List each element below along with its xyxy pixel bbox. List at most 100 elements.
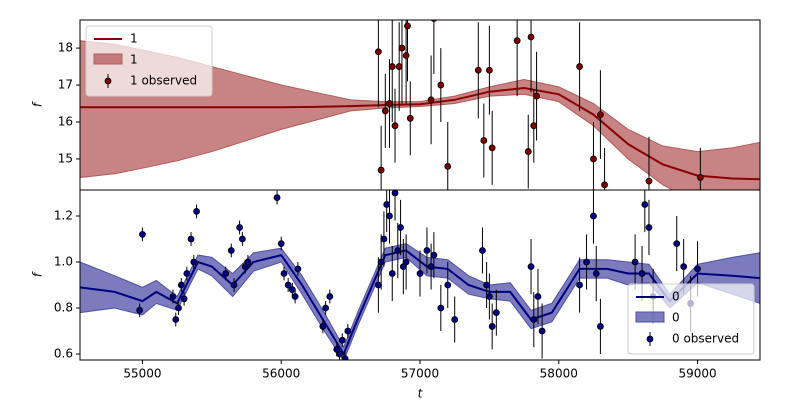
observed-point	[291, 293, 299, 300]
observed-point	[381, 107, 389, 115]
y-tick-label: 1.0	[54, 255, 73, 269]
observed-point	[388, 63, 396, 70]
legend-label: 0	[672, 290, 680, 304]
observed-point	[294, 265, 302, 273]
observed-point	[530, 122, 538, 130]
observed-point	[336, 350, 343, 358]
observed-point	[601, 181, 608, 189]
observed-point	[444, 162, 452, 170]
observed-point	[451, 316, 459, 323]
observed-point	[427, 263, 435, 271]
observed-point	[576, 281, 583, 289]
observed-point	[380, 235, 388, 243]
observed-point	[394, 247, 402, 254]
x-axis-label: t	[418, 387, 424, 400]
legend-box	[627, 283, 755, 355]
observed-point	[187, 235, 195, 243]
observed-point	[534, 293, 542, 300]
observed-point	[673, 240, 681, 247]
legend-label: 1	[130, 53, 138, 67]
observed-point	[190, 258, 198, 266]
legend-patch	[635, 311, 665, 323]
observed-point	[139, 230, 146, 238]
observed-point	[230, 281, 238, 289]
observed-point	[513, 37, 521, 45]
observed-point	[583, 258, 590, 266]
observed-point	[391, 122, 399, 130]
observed-point	[444, 281, 452, 289]
observed-point	[386, 100, 393, 107]
observed-point	[326, 293, 334, 300]
observed-point	[474, 66, 482, 74]
observed-point	[322, 304, 330, 312]
observed-point	[136, 306, 144, 314]
observed-point	[485, 293, 493, 300]
observed-point	[645, 224, 653, 231]
observed-point	[344, 327, 352, 335]
observed-point	[172, 316, 180, 323]
observed-point	[180, 295, 188, 303]
observed-point	[244, 258, 252, 266]
observed-point	[398, 44, 406, 52]
legend-patch	[93, 53, 123, 65]
legend-marker	[646, 335, 654, 343]
observed-point	[319, 323, 327, 330]
observed-point	[377, 258, 385, 266]
observed-point	[402, 52, 410, 59]
observed-point	[597, 323, 604, 330]
observed-point	[480, 137, 488, 144]
observed-point	[696, 174, 704, 181]
observed-point	[533, 92, 540, 100]
legend-marker	[104, 77, 112, 85]
observed-point	[383, 201, 391, 208]
observed-point	[590, 155, 597, 163]
legend: 0 0 0 observed	[627, 283, 755, 355]
observed-point	[280, 270, 288, 277]
legend-label: 1 observed	[130, 74, 197, 88]
observed-point	[694, 265, 701, 273]
mean-line	[80, 86, 760, 181]
observed-point	[631, 258, 639, 266]
confidence-band	[80, 40, 760, 190]
observed-point	[227, 247, 235, 254]
observed-point	[488, 144, 496, 152]
observed-point	[483, 281, 491, 289]
observed-point	[430, 251, 438, 259]
observed-point	[273, 194, 281, 201]
x-tick-label: 59000	[678, 367, 716, 381]
observed-point	[374, 48, 382, 56]
observed-point	[406, 114, 414, 122]
y-axis-label: f	[31, 271, 45, 277]
observed-point	[527, 33, 535, 41]
observed-point	[177, 281, 185, 289]
observed-point	[492, 309, 500, 317]
plot-area	[80, 20, 760, 190]
observed-point	[183, 270, 191, 277]
observed-point	[427, 96, 435, 104]
observed-point	[175, 304, 182, 312]
observed-point	[236, 224, 243, 231]
observed-point	[680, 263, 688, 271]
observed-point	[641, 201, 649, 208]
y-tick-label: 0.6	[54, 347, 73, 361]
observed-point	[488, 323, 496, 330]
y-tick-label: 16	[58, 115, 73, 129]
observed-point	[437, 81, 445, 89]
observed-point	[288, 286, 296, 294]
observed-point	[524, 148, 532, 155]
observed-point	[169, 293, 177, 300]
observed-point	[377, 166, 385, 174]
observed-point	[238, 235, 246, 243]
x-tick-label: 58000	[540, 367, 578, 381]
y-tick-label: 15	[58, 151, 73, 165]
observed-point	[404, 22, 411, 30]
legend: 1 1 1 observed	[85, 25, 213, 97]
observed-point	[437, 304, 445, 312]
observed-point	[391, 190, 399, 197]
observed-point	[597, 111, 604, 119]
observed-point	[485, 66, 493, 74]
observed-point	[645, 177, 653, 185]
y-tick-label: 17	[58, 78, 73, 92]
y-axis-label: f	[31, 101, 45, 107]
